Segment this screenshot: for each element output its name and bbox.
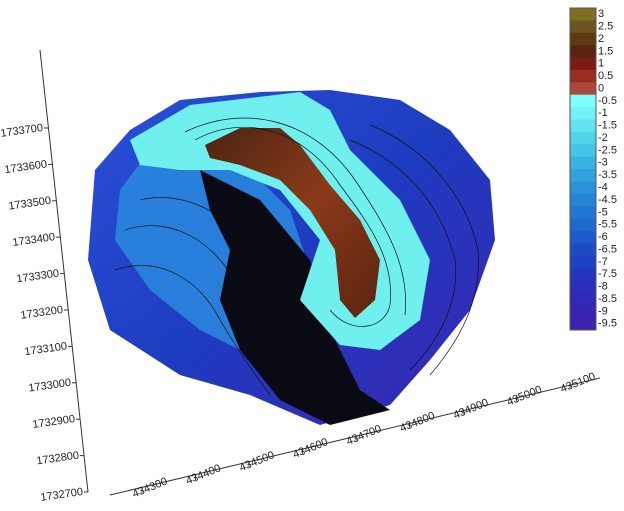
contour-line (194, 126, 391, 327)
y-tick-label: 1732900 (32, 413, 76, 431)
colorbar-band (570, 206, 596, 220)
colorbar-band (570, 268, 596, 281)
colorbar-band (570, 193, 596, 207)
y-tick-label: 1732700 (40, 486, 84, 504)
contour-line (349, 139, 457, 371)
y-tick-label: 1733500 (8, 195, 52, 213)
y-tick-label: 1733400 (12, 231, 56, 249)
contour-line (369, 124, 479, 376)
colorbar-band (570, 119, 596, 133)
x-tick-label: 434300 (131, 475, 170, 500)
y-tick-label: 1733300 (16, 268, 60, 286)
contour-line (184, 117, 406, 316)
colorbar-band (570, 169, 596, 182)
colorbar-label: -6.5 (598, 243, 617, 255)
colorbar-label: 0.5 (598, 70, 613, 82)
colorbar-frame (569, 7, 597, 331)
colorbar-band (570, 255, 596, 269)
colorbar-label: -5 (598, 206, 608, 218)
colorbar-label: 3 (598, 8, 604, 20)
colorbar-label: -4.5 (598, 194, 617, 206)
colorbar-label: -3.5 (598, 169, 617, 181)
colorbar-label: 1 (598, 58, 604, 70)
x-axis-line (109, 377, 601, 496)
contour-line (114, 265, 271, 396)
colorbar-label: -9 (598, 305, 608, 317)
y-axis-line (39, 49, 89, 493)
colorbar-band (570, 243, 596, 257)
colorbar-band (570, 8, 596, 21)
colorbar-band (570, 156, 596, 170)
colorbar-label: -8.5 (598, 293, 617, 305)
colorbar-band (570, 57, 596, 71)
colorbar-label: -3 (598, 157, 608, 169)
y-tick-label: 1733100 (24, 340, 68, 358)
colorbar-label: -4 (598, 181, 608, 193)
colorbar-band (570, 107, 596, 120)
colorbar-band (570, 144, 596, 158)
colorbar-label: 2.5 (598, 20, 613, 32)
colorbar-band (570, 292, 596, 306)
colorbar-band (570, 218, 596, 232)
colorbar-label: -7.5 (598, 268, 617, 280)
colorbar-band (570, 94, 596, 108)
colorbar-label: 2 (598, 33, 604, 45)
colorbar-band (570, 230, 596, 244)
surface (88, 90, 495, 425)
colorbar-label: -2.5 (598, 144, 617, 156)
x-tick-label: 434900 (452, 397, 491, 422)
colorbar-band (570, 280, 596, 294)
colorbar-band (570, 181, 596, 195)
colorbar-band (570, 32, 596, 46)
contours (114, 117, 479, 401)
colorbar: 32.521.510.50-0.5-1-1.5-2-2.5-3-3.5-4-4.… (569, 7, 617, 331)
x-tick-label: 434600 (291, 436, 330, 461)
colorbar-label: 1.5 (598, 45, 613, 57)
colorbar-band (570, 131, 596, 145)
x-tick-label: 434800 (398, 410, 437, 435)
colorbar-label: -1 (598, 107, 608, 119)
y-tick-label: 1732800 (36, 450, 80, 468)
colorbar-label: -8 (598, 281, 608, 293)
x-tick-label: 435000 (505, 384, 544, 409)
colorbar-band (570, 305, 596, 319)
y-tick-label: 1733000 (28, 377, 72, 395)
colorbar-band (570, 45, 596, 59)
colorbar-label: -9.5 (598, 318, 617, 330)
y-tick-label: 1733700 (0, 122, 44, 140)
colorbar-band (570, 20, 596, 34)
colorbar-band (570, 69, 596, 83)
colorbar-label: -1.5 (598, 120, 617, 132)
x-tick-label: 434400 (184, 462, 223, 487)
colorbar-label: -2 (598, 132, 608, 144)
colorbar-label: -5.5 (598, 219, 617, 231)
colorbar-label: -0.5 (598, 95, 617, 107)
surface-ridge (205, 128, 380, 318)
x-tick-label: 435100 (559, 370, 598, 395)
contour-line (124, 225, 301, 401)
surface-shadow (200, 170, 390, 425)
colorbar-band (570, 317, 596, 331)
colorbar-label: -6 (598, 231, 608, 243)
colorbar-band (570, 82, 596, 96)
y-tick-label: 1733200 (20, 304, 64, 322)
colorbar-label: 0 (598, 82, 604, 94)
colorbar-label: -7 (598, 256, 608, 268)
x-tick-label: 434700 (345, 423, 384, 448)
contour-line (139, 197, 321, 381)
y-tick-label: 1733600 (4, 158, 48, 176)
x-tick-label: 434500 (238, 449, 277, 474)
